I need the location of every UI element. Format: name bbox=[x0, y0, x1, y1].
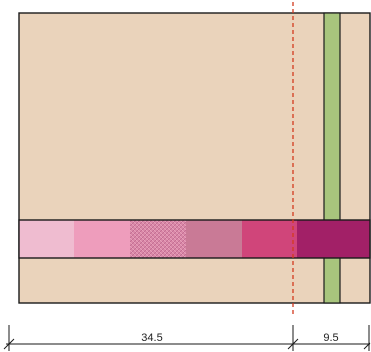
dimension-line bbox=[3, 325, 371, 351]
dimension-left-label: 34.5 bbox=[141, 332, 162, 344]
swatch-band-outline bbox=[18, 219, 371, 259]
swatch-6 bbox=[297, 220, 370, 258]
dimension-right-label: 9.5 bbox=[323, 332, 338, 344]
swatch-1 bbox=[19, 220, 74, 258]
swatch-4 bbox=[186, 220, 242, 258]
background-block bbox=[18, 12, 371, 304]
swatch-3-textured bbox=[130, 220, 186, 258]
swatch-band bbox=[18, 219, 371, 259]
swatch-5 bbox=[242, 220, 297, 258]
vertical-strip bbox=[323, 12, 341, 304]
swatch-2 bbox=[74, 220, 130, 258]
